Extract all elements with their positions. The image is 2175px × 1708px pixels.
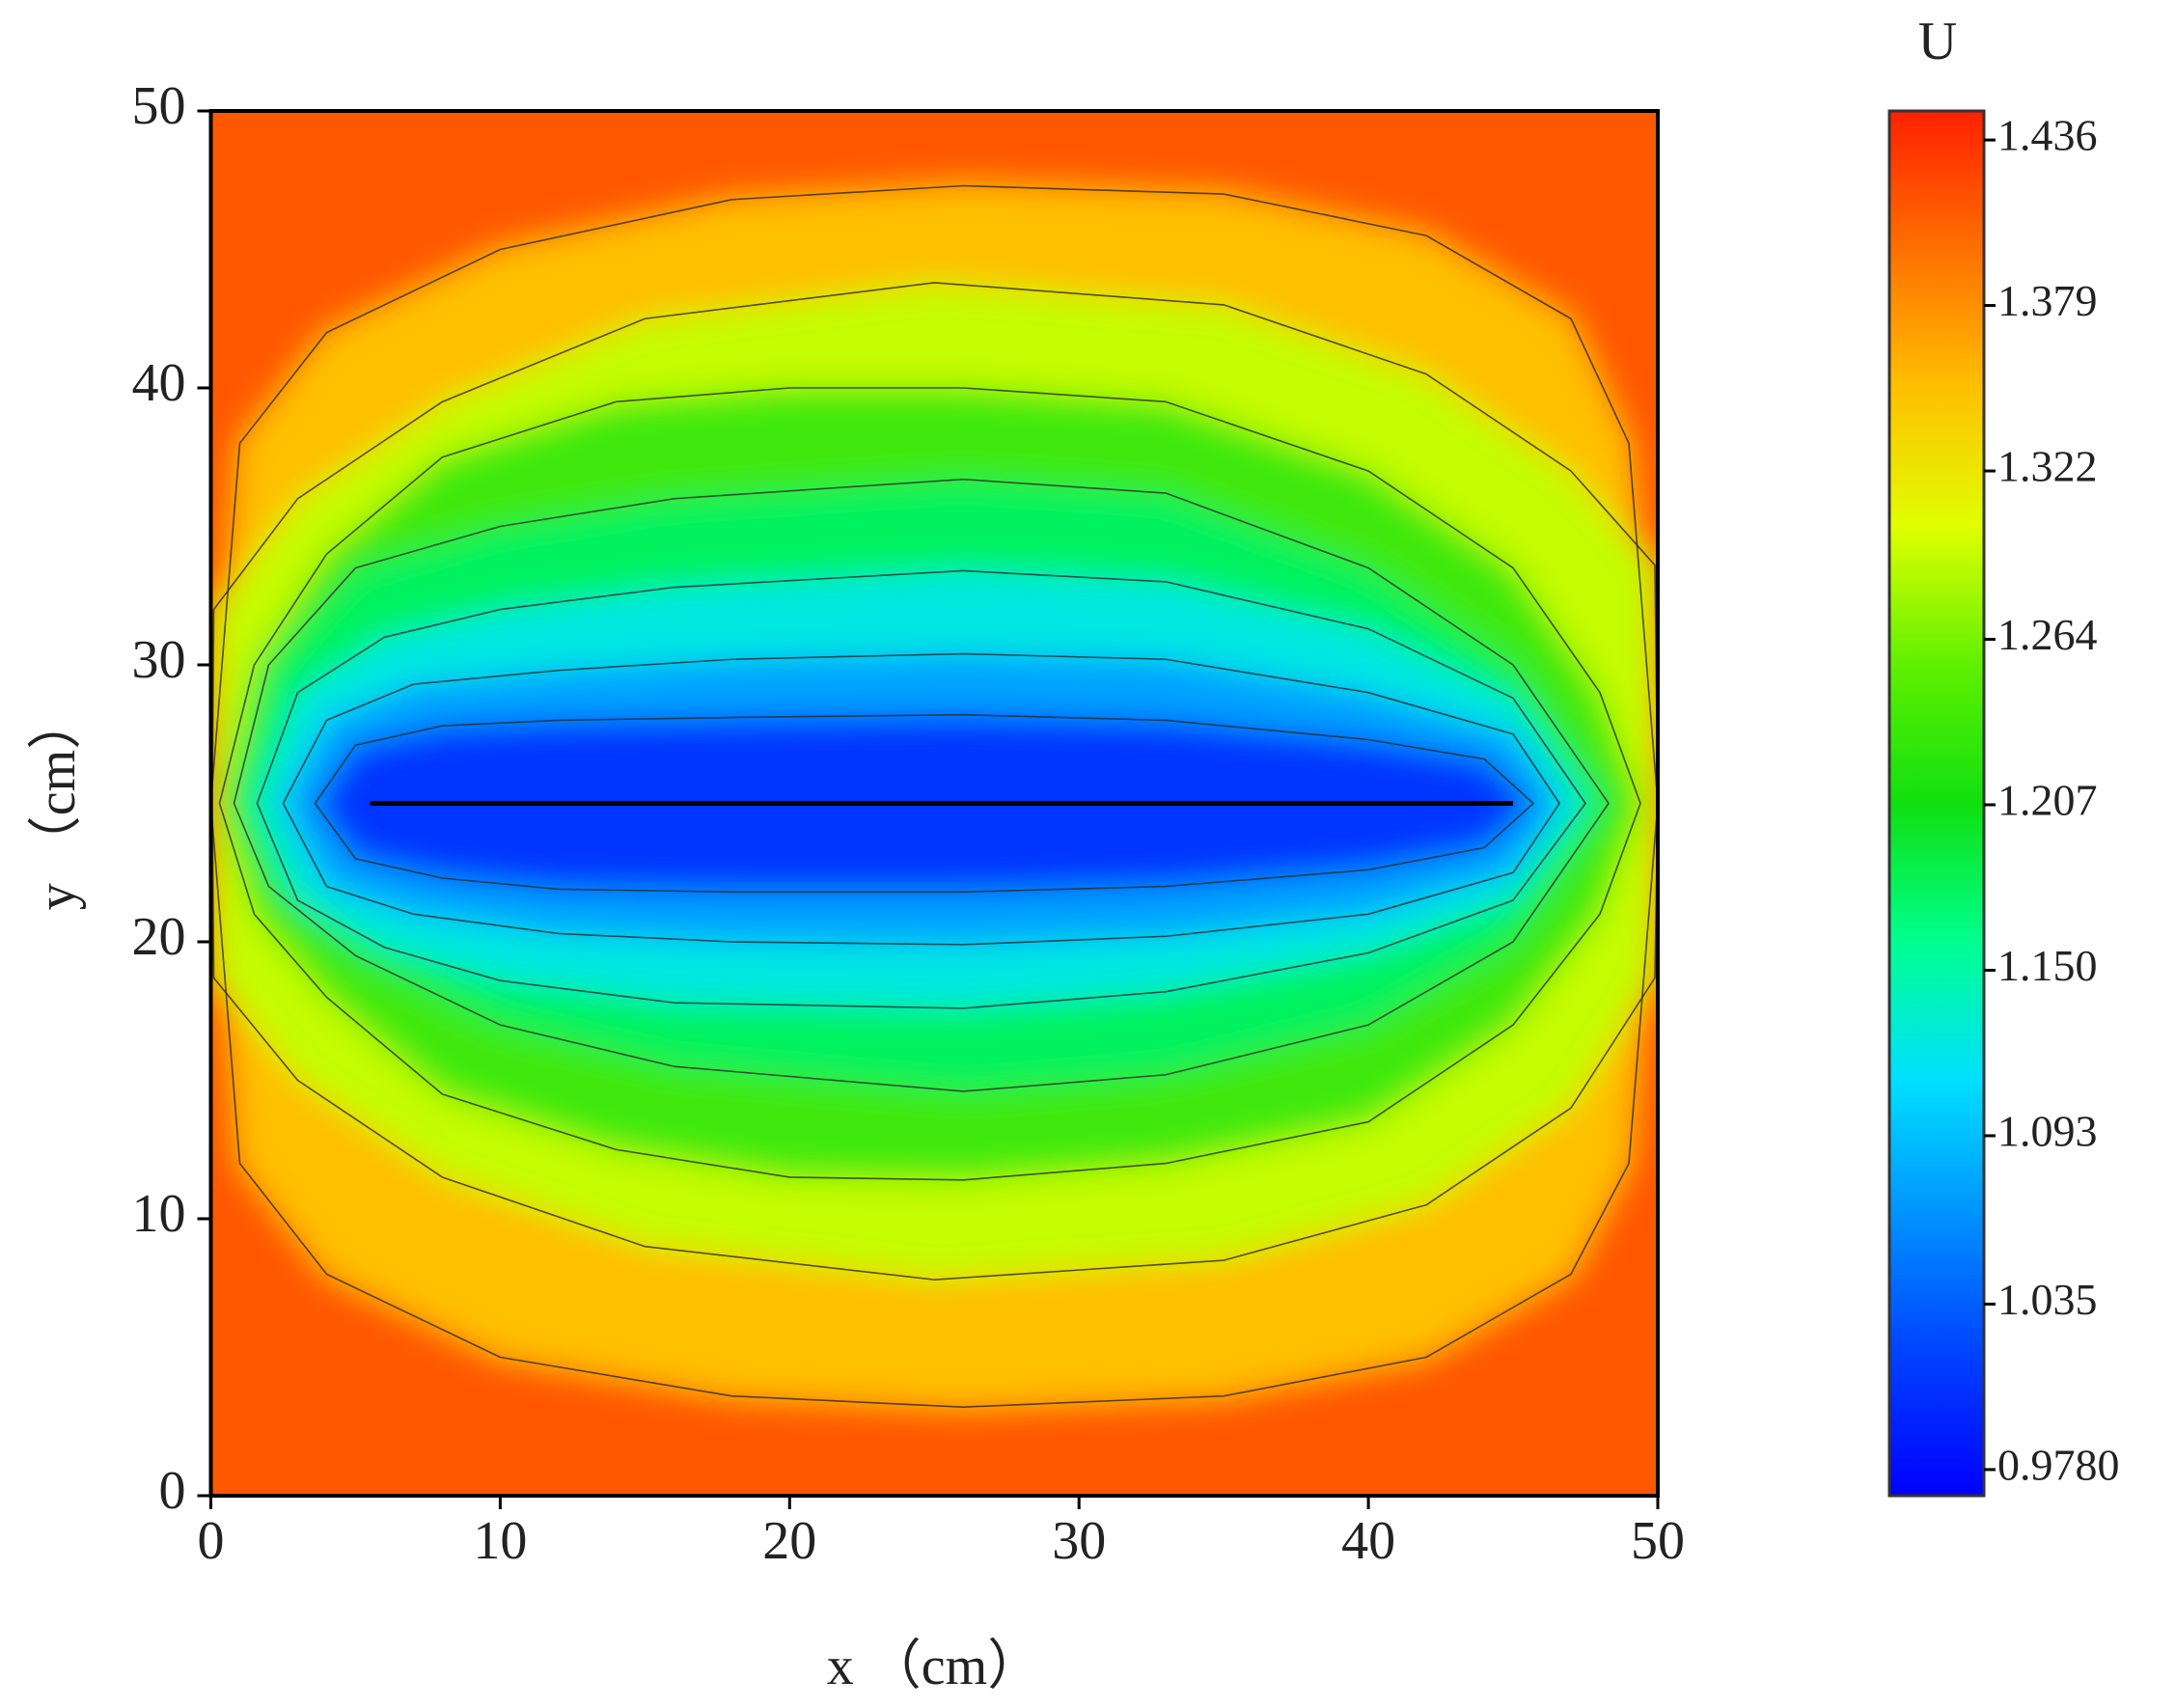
y-tick-label: 40 bbox=[132, 353, 186, 413]
x-tick-label: 10 bbox=[473, 1511, 527, 1571]
x-tick-label: 30 bbox=[1052, 1511, 1106, 1571]
field-fill bbox=[210, 111, 1658, 1496]
colorbar bbox=[1887, 109, 1986, 1498]
x-tick-label: 50 bbox=[1631, 1511, 1685, 1571]
colorbar-tick-label: 1.035 bbox=[1997, 1275, 2098, 1324]
y-axis-label: y （cm） bbox=[27, 696, 87, 910]
y-tick-label: 50 bbox=[132, 76, 186, 136]
colorbar-tick-label: 1.379 bbox=[1997, 276, 2098, 325]
field bbox=[210, 111, 1658, 1496]
contour-line bbox=[282, 652, 1560, 946]
plot-frame bbox=[208, 109, 1660, 1498]
colorbar-tick-label: 1.150 bbox=[1997, 941, 2098, 990]
x-tick-label: 0 bbox=[198, 1511, 225, 1571]
contour-line bbox=[211, 282, 1658, 1281]
contour-line bbox=[210, 184, 1658, 1408]
colorbar-tick-label: 1.093 bbox=[1997, 1107, 2098, 1156]
contour-line bbox=[314, 713, 1534, 894]
y-tick-label: 0 bbox=[159, 1461, 186, 1521]
colorbar-tick-label: 0.9780 bbox=[1997, 1440, 2120, 1489]
contour-line bbox=[233, 478, 1610, 1092]
x-tick-label: 40 bbox=[1341, 1511, 1395, 1571]
colorbar-tick-label: 1.264 bbox=[1997, 610, 2098, 659]
y-tick-label: 30 bbox=[132, 630, 186, 690]
contour-line bbox=[218, 387, 1641, 1181]
colorbar-tick-label: 1.436 bbox=[1997, 111, 2098, 160]
y-tick-label: 20 bbox=[132, 907, 186, 967]
x-tick-label: 20 bbox=[762, 1511, 816, 1571]
colorbar-title: U bbox=[1918, 12, 1957, 71]
x-axis-label: x （cm） bbox=[827, 1637, 1041, 1696]
colorbar-tick-label: 1.322 bbox=[1997, 442, 2098, 491]
contour-lines bbox=[210, 184, 1658, 1408]
colorbar-tick-label: 1.207 bbox=[1997, 776, 2098, 825]
y-tick-label: 10 bbox=[132, 1184, 186, 1244]
contour-line bbox=[256, 569, 1586, 1009]
